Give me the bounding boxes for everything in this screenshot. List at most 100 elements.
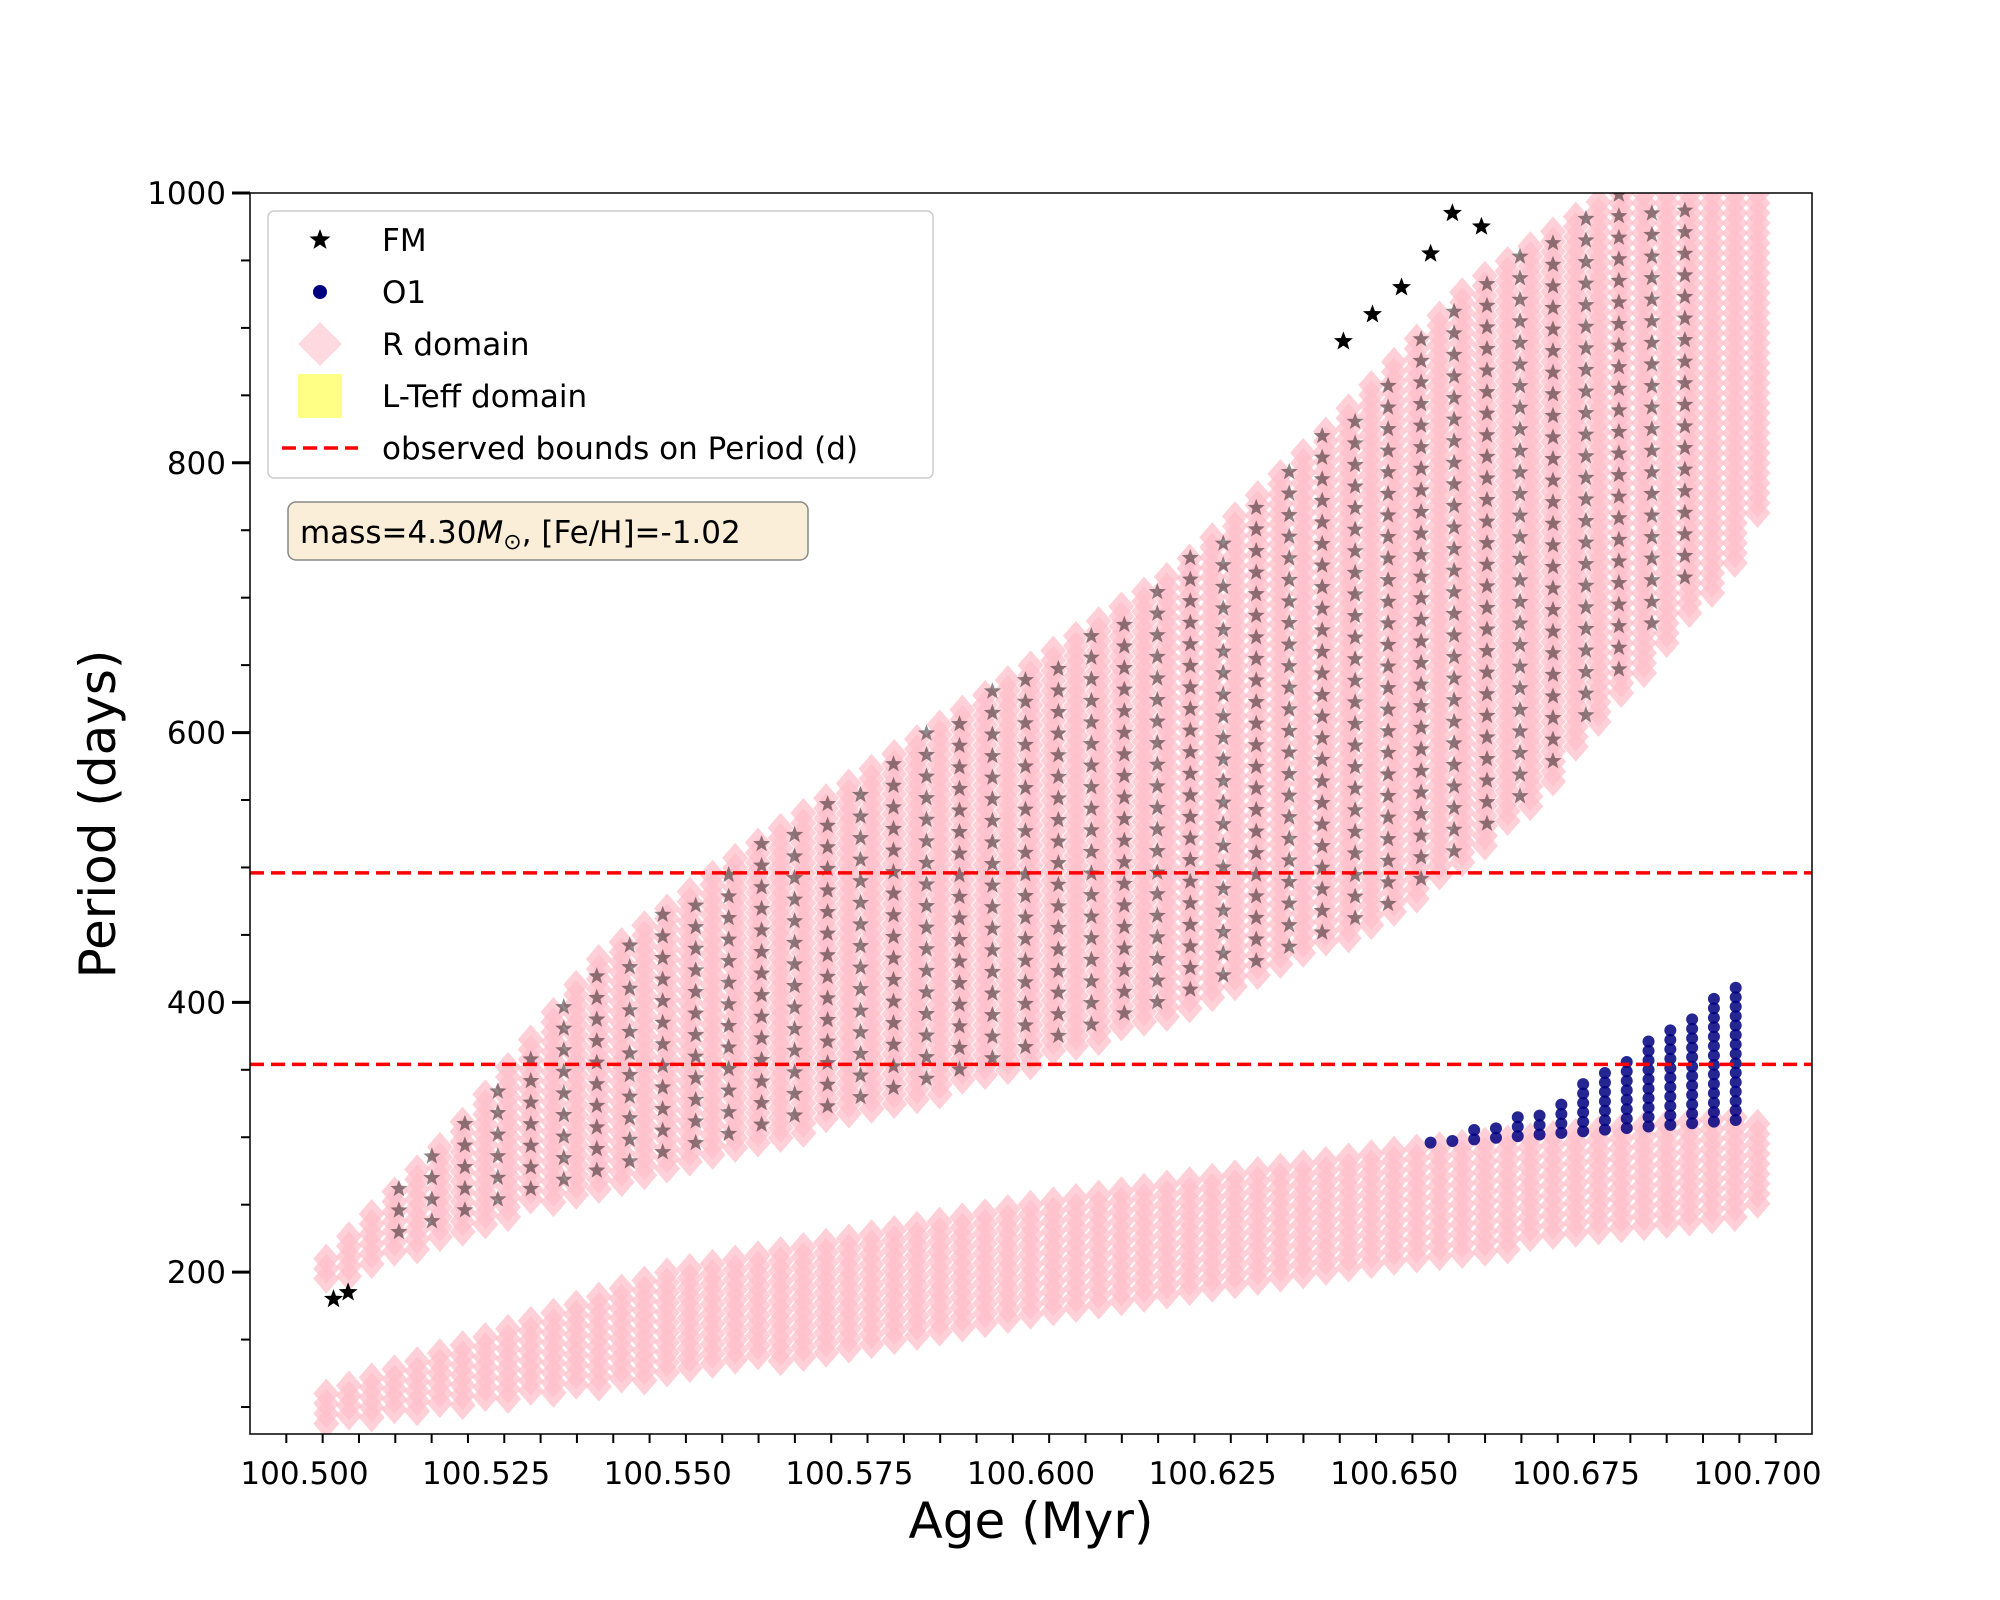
fm-marker — [1148, 669, 1166, 686]
fm-marker — [720, 1103, 738, 1120]
fm-marker — [819, 838, 837, 855]
fm-marker — [1214, 966, 1232, 983]
o1-marker — [1511, 1120, 1524, 1133]
x-tick-label: 100.700 — [1693, 1456, 1821, 1492]
axes-frame — [249, 192, 1813, 1435]
fm-marker — [1082, 627, 1100, 644]
fm-marker — [1280, 678, 1298, 695]
fm-marker — [786, 998, 804, 1015]
annotation-subscript: ⊙ — [503, 530, 521, 555]
fm-marker — [1610, 530, 1628, 548]
fm-marker — [1577, 425, 1595, 442]
fm-marker — [786, 912, 804, 929]
fm-marker — [917, 810, 936, 827]
fm-marker — [1346, 607, 1364, 624]
r-domain-marker — [1062, 1293, 1089, 1324]
fm-marker — [1643, 312, 1661, 329]
o1-marker — [1468, 1123, 1481, 1136]
r-domain-marker — [790, 1118, 817, 1149]
fm-marker — [786, 1084, 804, 1102]
fm-marker — [1181, 959, 1199, 976]
fm-marker — [1016, 822, 1034, 839]
r-domain-marker — [1131, 1006, 1158, 1037]
fm-marker — [720, 1124, 738, 1141]
r-domain-marker — [495, 1201, 522, 1232]
fm-marker — [1346, 844, 1364, 861]
fm-marker — [1016, 994, 1034, 1012]
fm-marker — [1214, 858, 1232, 875]
fm-marker — [1412, 826, 1430, 843]
o1-marker — [1468, 1133, 1481, 1146]
fm-marker — [456, 1136, 474, 1153]
fm-marker — [1115, 1004, 1133, 1021]
r-domain-marker — [1381, 896, 1408, 927]
fm-marker — [1610, 379, 1628, 396]
r-domain-marker — [1676, 598, 1703, 628]
fm-marker — [852, 872, 870, 889]
fm-marker — [687, 918, 705, 935]
fm-marker — [819, 816, 837, 833]
fm-marker — [1082, 670, 1100, 687]
fm-marker — [1379, 873, 1397, 890]
fm-marker — [1148, 885, 1166, 902]
fm-marker — [1544, 320, 1562, 337]
fm-marker — [1379, 463, 1397, 480]
fm-marker — [1445, 345, 1463, 363]
r-domain-marker — [426, 1388, 453, 1419]
fm-marker — [1214, 534, 1232, 551]
o1-marker — [1707, 1077, 1720, 1090]
fm-marker — [1049, 1026, 1067, 1043]
fm-marker — [1544, 514, 1562, 531]
o1-marker — [1729, 1047, 1742, 1060]
fm-marker — [1082, 734, 1100, 752]
o1-marker — [1620, 1084, 1633, 1097]
fm-marker — [390, 1201, 408, 1218]
fm-marker — [1445, 302, 1463, 319]
o1-marker — [1577, 1096, 1590, 1109]
o1-marker — [1642, 1073, 1655, 1086]
fm-marker — [1247, 606, 1265, 623]
fm-marker — [885, 798, 903, 815]
fm-marker — [1049, 789, 1067, 806]
fm-marker — [1412, 546, 1430, 563]
fm-marker — [1445, 691, 1463, 708]
fm-marker — [1082, 972, 1100, 989]
fm-marker — [1478, 447, 1496, 464]
fm-marker — [1412, 632, 1430, 649]
o1-marker — [1489, 1131, 1502, 1144]
o1-marker — [1620, 1103, 1633, 1116]
x-tick-label: 100.600 — [967, 1456, 1095, 1492]
fm-marker — [720, 1038, 738, 1055]
fm-marker — [950, 995, 968, 1012]
fm-marker — [1445, 518, 1463, 535]
fm-marker — [1511, 657, 1529, 674]
r-domain-marker — [358, 1248, 385, 1279]
fm-marker — [950, 866, 968, 883]
fm-marker — [786, 1041, 804, 1058]
r-domain-marker — [404, 1396, 431, 1427]
fm-marker — [753, 1050, 771, 1068]
fm-marker — [588, 1118, 606, 1135]
fm-marker — [720, 908, 738, 926]
r-domain-marker — [1017, 1299, 1044, 1330]
fm-marker — [1577, 533, 1595, 550]
fm-marker — [1577, 641, 1595, 658]
fm-marker — [1544, 730, 1562, 747]
fm-marker — [1115, 961, 1133, 978]
fm-marker — [819, 859, 837, 877]
r-domain-marker — [654, 1357, 681, 1388]
fm-marker — [983, 682, 1001, 699]
fm-marker — [1445, 648, 1463, 665]
fm-marker — [1478, 469, 1496, 486]
fm-marker — [950, 736, 968, 753]
fm-marker — [1082, 778, 1100, 795]
fm-marker — [1082, 799, 1100, 816]
fm-marker — [885, 949, 903, 966]
fm-marker — [1214, 772, 1232, 789]
fm-marker — [983, 811, 1001, 829]
fm-marker — [1610, 660, 1628, 677]
r-domain-marker — [676, 1146, 703, 1177]
o1-marker — [1707, 1030, 1720, 1043]
fm-marker — [1412, 675, 1430, 692]
r-domain-marker — [495, 1383, 522, 1414]
